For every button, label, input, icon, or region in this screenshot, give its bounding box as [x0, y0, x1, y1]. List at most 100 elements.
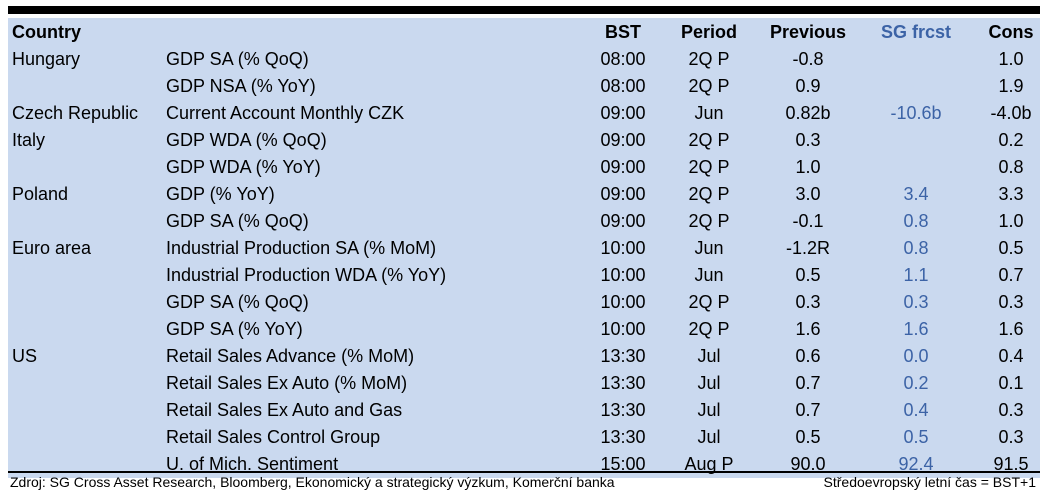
table-row: Retail Sales Control Group 13:30 Jul 0.5 0.5… — [8, 424, 1048, 451]
cell-period: Jul — [697, 346, 721, 366]
table-body: Hungary GDP SA (% QoQ) 08:00 2Q P -0.8 1.0 GDP… — [8, 46, 1048, 478]
cell-country: Czech Republic — [12, 103, 139, 123]
cell-bst: 10:00 — [600, 292, 646, 312]
table-row: GDP SA (% QoQ) 09:00 2Q P -0.1 0.8 1.0 — [8, 208, 1048, 235]
table-row: Euro area Industrial Production SA (% MoM… — [8, 235, 1048, 262]
table-row: GDP NSA (% YoY) 08:00 2Q P 0.9 1.9 — [8, 73, 1048, 100]
cell-sg-forecast: 92.4 — [898, 454, 934, 474]
cell-previous: 0.5 — [795, 265, 821, 285]
cell-country — [8, 397, 162, 424]
table-row: GDP WDA (% YoY) 09:00 2Q P 1.0 0.8 — [8, 154, 1048, 181]
cell-consensus: -4.0b — [990, 103, 1032, 123]
cell-indicator: GDP SA (% YoY) — [166, 319, 303, 339]
cell-consensus: 0.3 — [998, 292, 1024, 312]
cell-bst: 13:30 — [600, 346, 646, 366]
header-previous: Previous — [769, 21, 847, 42]
cell-country: Euro area — [12, 238, 92, 258]
cell-indicator: GDP SA (% QoQ) — [166, 211, 309, 231]
header-country: Country — [12, 21, 81, 42]
cell-country — [8, 370, 162, 397]
cell-sg-forecast — [858, 127, 974, 154]
cell-country: Italy — [12, 130, 46, 150]
header-indicator — [162, 18, 586, 46]
cell-country — [8, 262, 162, 289]
cell-sg-forecast: 0.0 — [903, 346, 929, 366]
cell-previous: 0.5 — [795, 427, 821, 447]
cell-period: 2Q P — [688, 130, 730, 150]
cell-period: 2Q P — [688, 319, 730, 339]
cell-sg-forecast: 0.4 — [903, 400, 929, 420]
calendar-table-container: Country BST Period Previous SG frcst Con… — [8, 18, 1040, 478]
cell-period: Jul — [697, 427, 721, 447]
cell-period: Aug P — [684, 454, 734, 474]
cell-bst: 08:00 — [600, 49, 646, 69]
cell-indicator: Industrial Production SA (% MoM) — [166, 238, 437, 258]
cell-previous: 0.7 — [795, 373, 821, 393]
cell-previous: 1.6 — [795, 319, 821, 339]
cell-bst: 08:00 — [600, 76, 646, 96]
cell-indicator: U. of Mich. Sentiment — [166, 454, 339, 474]
cell-sg-forecast — [858, 154, 974, 181]
cell-bst: 09:00 — [600, 157, 646, 177]
cell-period: Jun — [694, 238, 724, 258]
cell-country: Hungary — [12, 49, 81, 69]
cell-bst: 13:30 — [600, 427, 646, 447]
cell-bst: 09:00 — [600, 130, 646, 150]
cell-period: 2Q P — [688, 49, 730, 69]
cell-sg-forecast — [858, 73, 974, 100]
cell-sg-forecast: 0.8 — [903, 238, 929, 258]
cell-bst: 10:00 — [600, 319, 646, 339]
cell-country — [8, 208, 162, 235]
footer-source: Zdroj: SG Cross Asset Research, Bloomber… — [10, 474, 615, 490]
cell-consensus: 91.5 — [993, 454, 1029, 474]
cell-country: Poland — [12, 184, 69, 204]
cell-period: 2Q P — [688, 184, 730, 204]
cell-indicator: Retail Sales Ex Auto and Gas — [166, 400, 403, 420]
table-row: US Retail Sales Advance (% MoM) 13:30 Jul 0.… — [8, 343, 1048, 370]
cell-sg-forecast: 0.5 — [903, 427, 929, 447]
footer-timezone-note: Středoevropský letní čas = BST+1 — [823, 474, 1036, 490]
cell-sg-forecast: 0.8 — [903, 211, 929, 231]
cell-sg-forecast: 1.1 — [903, 265, 929, 285]
cell-indicator: GDP NSA (% YoY) — [166, 76, 316, 96]
cell-previous: 0.7 — [795, 400, 821, 420]
cell-indicator: Retail Sales Advance (% MoM) — [166, 346, 415, 366]
cell-period: Jun — [694, 103, 724, 123]
cell-country: US — [12, 346, 38, 366]
cell-consensus: 0.2 — [998, 130, 1024, 150]
cell-consensus: 0.5 — [998, 238, 1024, 258]
cell-previous: 0.9 — [795, 76, 821, 96]
cell-country — [8, 73, 162, 100]
cell-consensus: 0.4 — [998, 346, 1024, 366]
cell-consensus: 0.8 — [998, 157, 1024, 177]
cell-previous: 0.82b — [785, 103, 831, 123]
cell-consensus: 0.3 — [998, 400, 1024, 420]
cell-period: Jul — [697, 373, 721, 393]
table-header-row: Country BST Period Previous SG frcst Con… — [8, 18, 1048, 46]
cell-country — [8, 424, 162, 451]
cell-indicator: GDP SA (% QoQ) — [166, 49, 309, 69]
header-period: Period — [680, 21, 737, 42]
cell-bst: 13:30 — [600, 373, 646, 393]
cell-previous: -1.2R — [785, 238, 830, 258]
table-row: U. of Mich. Sentiment 15:00 Aug P 90.0 92.4 9… — [8, 451, 1048, 478]
cell-country — [8, 289, 162, 316]
cell-previous: 0.3 — [795, 130, 821, 150]
cell-indicator: GDP (% YoY) — [166, 184, 275, 204]
header-consensus: Cons — [988, 21, 1034, 42]
cell-indicator: GDP WDA (% YoY) — [166, 157, 321, 177]
cell-previous: -0.1 — [792, 211, 824, 231]
cell-bst: 09:00 — [600, 211, 646, 231]
table-row: GDP SA (% YoY) 10:00 2Q P 1.6 1.6 1.6 — [8, 316, 1048, 343]
cell-period: 2Q P — [688, 76, 730, 96]
cell-bst: 10:00 — [600, 238, 646, 258]
cell-previous: 90.0 — [790, 454, 826, 474]
table-row: Industrial Production WDA (% YoY) 10:00 Ju… — [8, 262, 1048, 289]
cell-period: 2Q P — [688, 211, 730, 231]
header-bst: BST — [605, 21, 641, 42]
cell-sg-forecast: 3.4 — [903, 184, 929, 204]
cell-consensus: 1.9 — [998, 76, 1024, 96]
table-row: Czech Republic Current Account Monthly CZ… — [8, 100, 1048, 127]
cell-indicator: GDP WDA (% QoQ) — [166, 130, 327, 150]
